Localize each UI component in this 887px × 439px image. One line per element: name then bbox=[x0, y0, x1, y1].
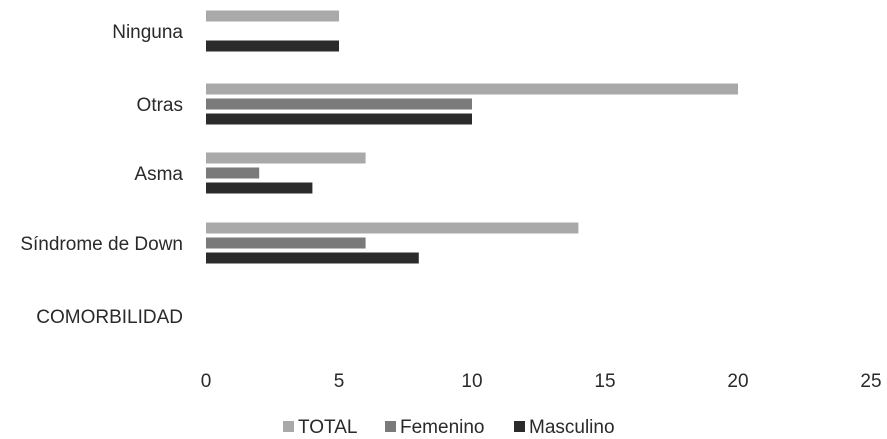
bar-otras-femenino bbox=[206, 98, 472, 110]
x-tick-label-0: 0 bbox=[201, 371, 212, 392]
bar-sindrome-de-down-femenino bbox=[206, 237, 366, 249]
legend-swatch-masculino bbox=[514, 421, 525, 432]
x-tick-label-15: 15 bbox=[594, 371, 615, 392]
legend-label-masculino: Masculino bbox=[529, 417, 615, 438]
category-label-sindrome-de-down: Síndrome de Down bbox=[20, 234, 183, 255]
bar-sindrome-de-down-total bbox=[206, 222, 579, 234]
category-labels: Ninguna Otras Asma Síndrome de Down COMORBIL… bbox=[20, 22, 183, 328]
bar-sindrome-de-down-masculino bbox=[206, 252, 419, 264]
bar-asma-total bbox=[206, 152, 366, 164]
bar-ninguna-masculino bbox=[206, 40, 339, 52]
x-tick-label-5: 5 bbox=[334, 371, 345, 392]
x-tick-label-20: 20 bbox=[727, 371, 748, 392]
x-tick-label-10: 10 bbox=[461, 371, 482, 392]
category-label-asma: Asma bbox=[134, 164, 183, 185]
legend: TOTAL Femenino Masculino bbox=[283, 417, 615, 438]
category-label-ninguna: Ninguna bbox=[112, 22, 183, 43]
category-label-comorbilidad: COMORBILIDAD bbox=[36, 307, 183, 328]
legend-swatch-total bbox=[283, 421, 294, 432]
legend-label-femenino: Femenino bbox=[400, 417, 485, 438]
bar-otras-total bbox=[206, 83, 738, 95]
bars-layer bbox=[206, 10, 738, 264]
bar-asma-femenino bbox=[206, 167, 260, 179]
x-axis-tick-labels: 0 5 10 15 20 25 bbox=[201, 371, 882, 392]
legend-label-total: TOTAL bbox=[298, 417, 357, 438]
x-tick-label-25: 25 bbox=[860, 371, 881, 392]
bar-ninguna-total bbox=[206, 10, 339, 22]
bar-asma-masculino bbox=[206, 182, 313, 194]
legend-swatch-femenino bbox=[385, 421, 396, 432]
bar-otras-masculino bbox=[206, 113, 472, 125]
category-label-otras: Otras bbox=[137, 95, 183, 116]
